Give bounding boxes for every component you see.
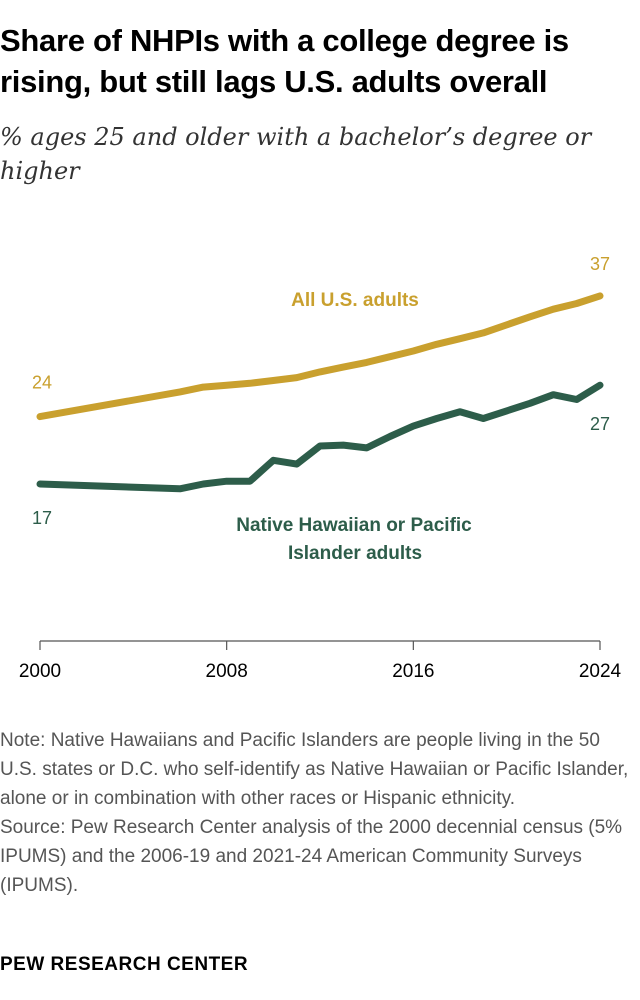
x-tick-label-2000: 2000 [19, 661, 61, 682]
data-label-nhpi-2024: 27 [590, 414, 610, 434]
chart-title: Share of NHPIs with a college degree is … [0, 23, 569, 99]
series-label-nhpi-line1: Native Hawaiian or Pacific [236, 515, 472, 536]
brand-logo-text: PEW RESEARCH CENTER [0, 954, 249, 975]
footnotes: Note: Native Hawaiians and Pacific Islan… [0, 726, 636, 900]
data-label-us-2000: 24 [32, 373, 52, 393]
series-label-nhpi-line2: Islander adults [288, 543, 422, 564]
source-text: Source: Pew Research Center analysis of … [0, 817, 623, 896]
series-line-nhpi-adults [36, 381, 604, 493]
series-label-us-adults: All U.S. adults [291, 290, 419, 311]
x-tick-label-2016: 2016 [392, 661, 434, 682]
data-label-us-2024: 37 [590, 254, 610, 274]
data-label-nhpi-2000: 17 [32, 508, 52, 528]
x-tick-label-2008: 2008 [206, 661, 248, 682]
note-text: Note: Native Hawaiians and Pacific Islan… [0, 730, 629, 809]
x-tick-label-2024: 2024 [579, 661, 622, 682]
series-line-us-adults [36, 292, 604, 421]
chart-subtitle: % ages 25 and older with a bachelor’s de… [0, 123, 592, 185]
line-chart: 2000 2008 2016 2024 24 37 17 27 All U.S. adults N… [19, 254, 622, 682]
